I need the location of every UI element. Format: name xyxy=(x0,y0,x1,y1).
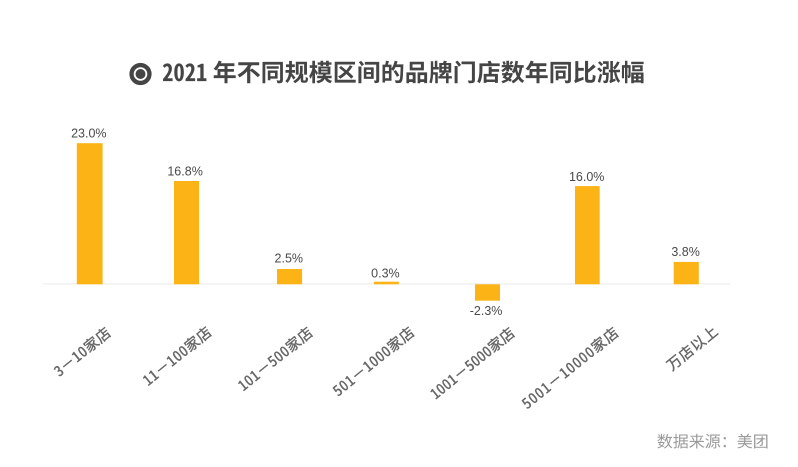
svg-text:3.8%: 3.8% xyxy=(671,245,700,259)
svg-text:16.8%: 16.8% xyxy=(167,165,202,179)
svg-text:0.3%: 0.3% xyxy=(371,267,400,281)
svg-text:2.5%: 2.5% xyxy=(275,252,304,266)
svg-text:23.0%: 23.0% xyxy=(71,127,106,141)
svg-text:16.0%: 16.0% xyxy=(569,170,604,184)
svg-text:-2.3%: -2.3% xyxy=(470,304,503,318)
